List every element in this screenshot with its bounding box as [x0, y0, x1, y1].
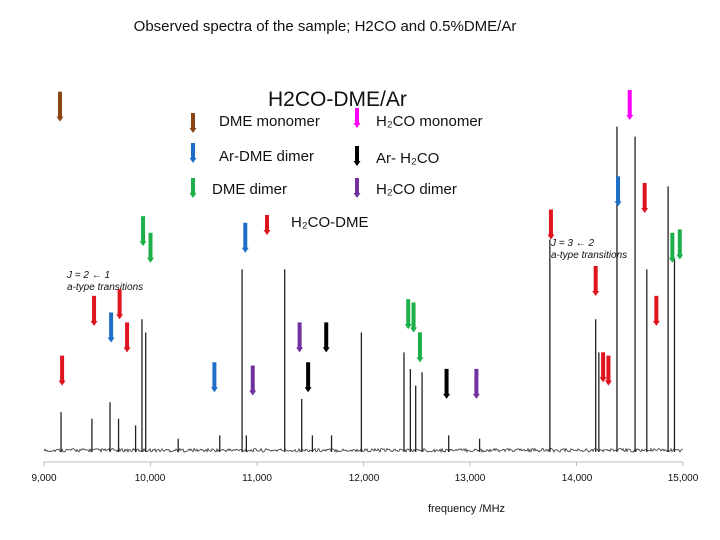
x-tick-label: 10,000 [134, 473, 166, 484]
annotation-left-line1: J = 2 ← 1 [67, 270, 111, 281]
legend-label-dme-dimer: DME dimer [212, 181, 288, 198]
species-marker-arrow [472, 368, 480, 399]
x-tick-label: 14,000 [561, 473, 593, 484]
annotation-right-line1: J = 3 ← 2 [551, 238, 595, 249]
x-tick-label: 11,000 [242, 473, 272, 484]
annotation-left-line2: a-type transitions [67, 282, 144, 293]
species-marker-arrow [210, 362, 218, 393]
x-tick-label: 15,000 [667, 473, 699, 484]
species-marker-arrow [547, 209, 555, 240]
species-marker-arrow [123, 322, 131, 353]
species-marker-arrow [241, 222, 249, 253]
legend-arrow-h2co-dimer [353, 178, 361, 198]
legend-label-h2co-dme: H₂CO-DME [291, 214, 369, 231]
species-marker-arrow [416, 332, 424, 363]
species-marker-arrow [116, 289, 124, 320]
species-marker-arrow [410, 302, 418, 333]
x-tick-label: 9,000 [31, 473, 57, 484]
species-marker-arrow [641, 182, 649, 213]
species-marker-arrow [592, 265, 600, 296]
legend-arrow-h2co-dme [263, 215, 271, 235]
legend-label-h2co-dme-dimer: H₂CO dimer [376, 181, 457, 198]
legend-arrow-ar-h2co [353, 146, 361, 166]
x-tick-label: 13,000 [454, 473, 486, 484]
legend-arrow-dme-dimer [189, 178, 197, 198]
species-marker-arrow [668, 232, 676, 263]
chart-title: H2CO-DME/Ar [268, 88, 407, 111]
species-marker-arrow [58, 355, 66, 386]
species-marker-arrow [249, 365, 257, 396]
species-marker-arrow [676, 229, 684, 260]
species-marker-arrow [404, 299, 412, 330]
annotation-right: J = 3 ← 2 a-type transitions [551, 238, 627, 262]
spectrum-baseline [43, 447, 684, 454]
x-axis-label: frequency /MHz [428, 503, 506, 515]
species-marker-arrow [139, 216, 147, 247]
annotation-right-line2: a-type transitions [551, 250, 628, 261]
species-marker-arrow [107, 312, 115, 343]
species-marker-arrow [56, 91, 64, 122]
legend-label-ar-dme-dimer: Ar-DME dimer [219, 148, 315, 165]
legend-arrow-dme-monomer [189, 113, 197, 133]
legend-arrow-ar-dme-dimer [189, 143, 197, 163]
species-marker-arrow [296, 322, 304, 353]
legend-label-ar-h2co: Ar- H₂CO [376, 150, 440, 167]
legend-label-dme-monomer: DME monomer [219, 113, 320, 130]
species-marker-arrow [614, 176, 622, 207]
species-marker-arrow [599, 352, 607, 383]
species-marker-arrow [626, 90, 634, 120]
species-marker-arrow [90, 295, 98, 326]
page-title: Observed spectra of the sample; H2CO and… [133, 18, 517, 35]
x-tick-label: 12,000 [348, 473, 380, 484]
species-marker-arrow [652, 295, 660, 326]
species-marker-arrow [147, 232, 154, 263]
legend-label-h2co-monomer: H₂CO monomer [376, 113, 483, 130]
species-marker-arrow [443, 368, 451, 399]
species-marker-arrow [604, 355, 612, 386]
species-marker-arrow [322, 322, 330, 353]
legend-arrow-h2co-monomer [353, 108, 361, 128]
annotation-left: J = 2 ← 1 a-type transitions [67, 270, 143, 294]
species-marker-arrow [304, 362, 312, 393]
